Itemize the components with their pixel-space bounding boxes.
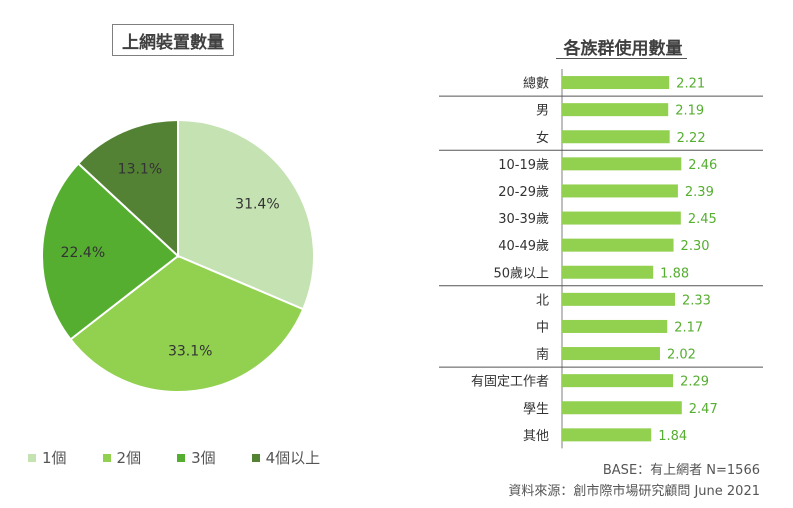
bar-4 [562, 157, 682, 171]
pie-slice-label: 33.1% [168, 343, 212, 359]
bar-category-label: 40-49歲 [498, 239, 549, 254]
bar-value-label: 2.45 [688, 212, 717, 227]
legend-item: 2個 [102, 447, 142, 468]
bar-category-label: 男 [536, 104, 549, 119]
bar-value-label: 2.19 [675, 104, 704, 119]
bar-category-label: 30-39歲 [498, 212, 549, 227]
bar-value-label: 1.88 [660, 266, 689, 281]
pie-chart-title: 上網裝置數量 [112, 24, 234, 56]
bar-category-label: 北 [536, 293, 549, 308]
bar-6 [562, 211, 681, 225]
bar-category-label: 50歲以上 [493, 266, 549, 281]
bar-value-label: 2.47 [689, 402, 718, 417]
bar-value-label: 2.30 [681, 239, 710, 254]
bar-value-label: 2.21 [676, 77, 705, 92]
bar-category-label: 學生 [523, 402, 549, 417]
legend-swatch [28, 453, 36, 462]
pie-chart: 31.4% 33.1% 22.4% 13.1% [41, 118, 315, 393]
bar-12 [562, 374, 674, 388]
legend-item: 3個 [177, 447, 216, 468]
pie-slice-1 [177, 118, 315, 311]
legend-label: 3個 [191, 449, 216, 467]
bar-2 [562, 103, 669, 117]
bar-category-label: 有固定工作者 [471, 375, 549, 390]
bar-10 [562, 319, 668, 333]
pie-slice-4 [76, 118, 179, 259]
bar-chart-title: 各族群使用數量 [563, 39, 683, 59]
bar-3 [562, 130, 670, 144]
bar-13 [562, 401, 682, 415]
bar-value-label: 2.29 [680, 375, 709, 390]
bar-category-label: 女 [536, 130, 549, 146]
legend-label: 2個 [116, 449, 142, 467]
bar-value-label: 2.33 [682, 293, 711, 308]
bar-value-label: 2.39 [685, 185, 714, 200]
pie-slice-2 [69, 254, 305, 393]
pie-slice-label: 13.1% [118, 162, 162, 178]
bar-8 [562, 265, 654, 279]
bar-value-label: 1.84 [658, 429, 687, 444]
source-footnote: 資料來源：創市際市場研究顧問 June 2021 [508, 484, 760, 499]
bar-7 [562, 238, 674, 252]
bar-11 [562, 347, 660, 361]
bar-chart: 總數 2.21 男 2.19 女 2.22 10-19歲 2.46 20-29歲 2.39 30-3… [439, 69, 763, 449]
bar-9 [562, 292, 676, 306]
legend-item: 1個 [28, 447, 67, 468]
bar-1 [562, 76, 670, 90]
legend-swatch [251, 453, 260, 462]
legend-item: 4個以上 [251, 447, 321, 468]
legend-swatch [177, 453, 186, 462]
bar-value-label: 2.17 [674, 320, 703, 335]
legend-label: 1個 [42, 449, 67, 467]
pie-slice-label: 22.4% [61, 245, 105, 261]
bar-category-label: 中 [536, 320, 549, 335]
bar-value-label: 2.22 [677, 131, 706, 146]
legend-swatch [102, 453, 111, 462]
bar-category-label: 10-19歲 [498, 158, 549, 173]
bar-category-label: 總數 [523, 76, 549, 92]
bar-category-label: 南 [536, 347, 549, 363]
bar-14 [562, 428, 652, 442]
pie-legend: 1個 2個 3個 4個以上 [28, 447, 356, 468]
legend-label: 4個以上 [265, 449, 321, 467]
bar-5 [562, 184, 678, 198]
bar-category-label: 其他 [523, 429, 549, 444]
bar-category-label: 20-29歲 [498, 185, 549, 200]
pie-slice-label: 31.4% [235, 196, 279, 212]
pie-slice-3 [41, 162, 180, 341]
bar-value-label: 2.46 [688, 158, 717, 173]
bar-value-label: 2.02 [667, 348, 696, 363]
bar-chart-title-underline [556, 58, 687, 59]
base-footnote: BASE：有上網者 N=1566 [602, 463, 760, 478]
